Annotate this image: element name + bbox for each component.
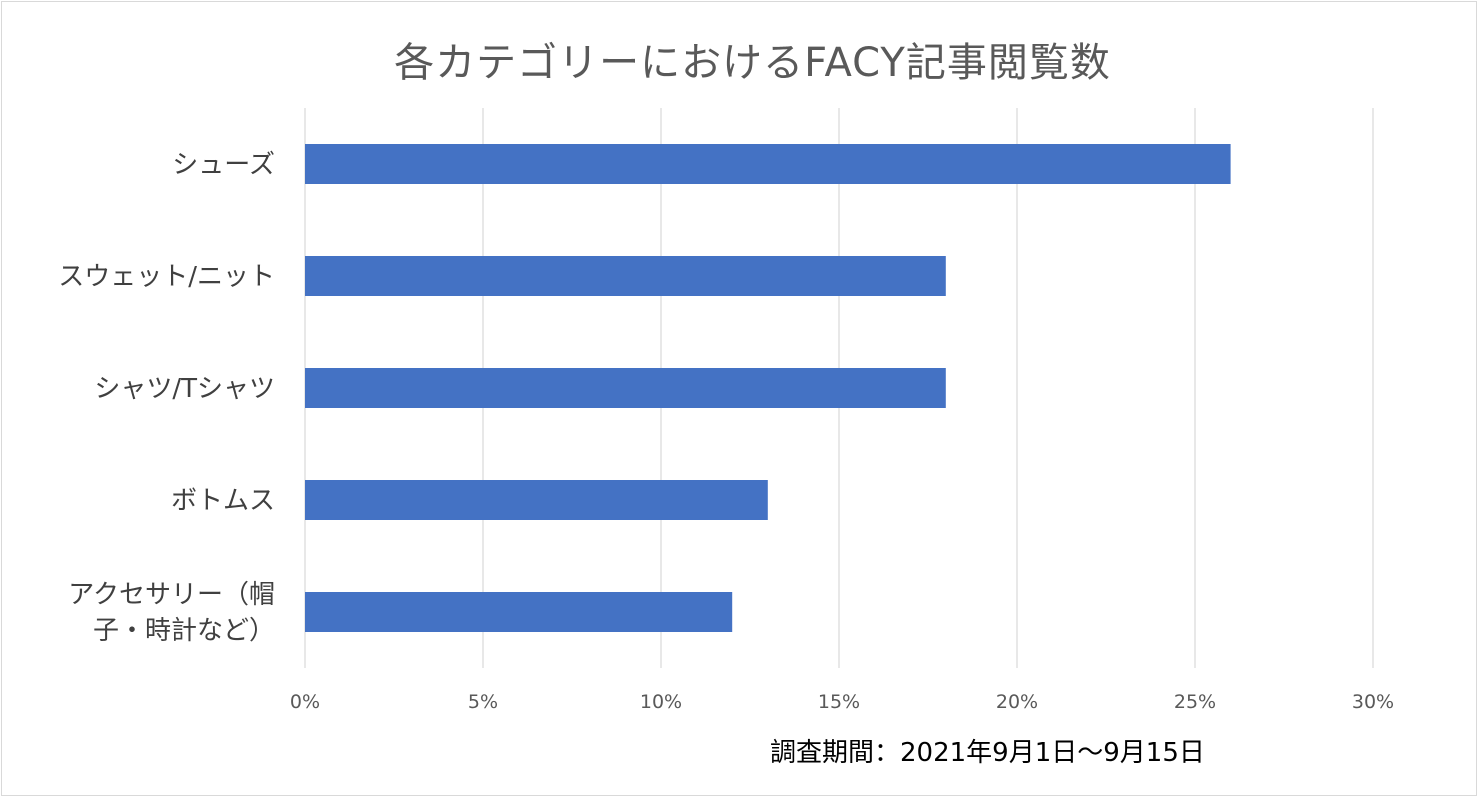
category-label: 子・時計など）: [93, 616, 275, 646]
x-tick-label: 30%: [1352, 691, 1394, 713]
x-tick-label: 0%: [290, 691, 320, 713]
bar: [305, 368, 946, 408]
category-label: ボトムス: [171, 486, 275, 516]
chart-title: 各カテゴリーにおけるFACY記事閲覧数: [394, 40, 1111, 86]
x-tick-labels: 0% 5% 10% 15% 20% 25% 30%: [290, 691, 1394, 713]
x-tick-label: 25%: [1174, 691, 1216, 713]
bar: [305, 144, 1231, 184]
category-label: アクセサリー（帽: [68, 580, 275, 610]
bar: [305, 256, 946, 296]
x-tick-label: 5%: [468, 691, 498, 713]
category-label: スウェット/ニット: [58, 262, 275, 292]
x-tick-label: 15%: [818, 691, 860, 713]
category-label: シャツ/Tシャツ: [94, 374, 275, 404]
bar: [305, 480, 768, 520]
x-tick-label: 20%: [996, 691, 1038, 713]
bar: [305, 592, 733, 632]
category-label: シューズ: [172, 150, 275, 180]
survey-period-note: 調査期間：2021年9月1日〜9月15日: [770, 738, 1205, 768]
x-tick-label: 10%: [640, 691, 682, 713]
bars: [305, 144, 1231, 632]
